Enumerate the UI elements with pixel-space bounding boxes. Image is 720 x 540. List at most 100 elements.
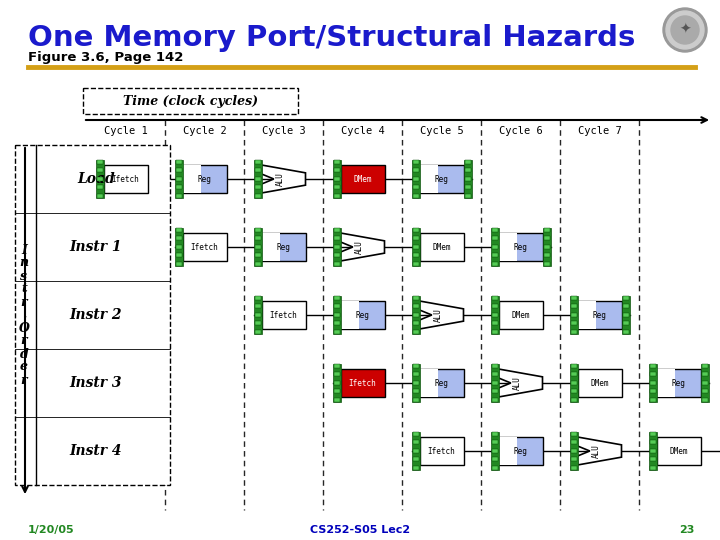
Bar [176, 177, 181, 181]
Bar [413, 262, 418, 266]
Text: DMem: DMem [354, 174, 372, 184]
Bar [254, 305, 261, 308]
Bar [490, 432, 498, 470]
Bar [492, 330, 498, 334]
Bar [490, 228, 498, 266]
Bar [412, 432, 420, 470]
Polygon shape [341, 233, 384, 261]
Bar [570, 466, 577, 470]
Bar [253, 228, 261, 266]
Text: Reg: Reg [356, 310, 369, 320]
Bar [544, 245, 549, 249]
Bar [15, 145, 170, 485]
Bar [701, 373, 708, 376]
Bar [623, 321, 629, 325]
Text: Figure 3.6, Page 142: Figure 3.6, Page 142 [28, 51, 184, 64]
Text: Cycle 4: Cycle 4 [341, 126, 384, 136]
Bar [492, 449, 498, 453]
Bar [413, 432, 418, 436]
Bar [492, 321, 498, 325]
Text: ✦: ✦ [679, 23, 690, 37]
Bar [649, 432, 655, 436]
Bar [254, 177, 261, 181]
Bar [623, 313, 629, 316]
Bar [96, 177, 102, 181]
Bar [333, 160, 341, 198]
Polygon shape [498, 369, 542, 397]
Bar [570, 381, 577, 384]
Bar [570, 441, 577, 444]
Bar [96, 185, 102, 189]
Text: ALU: ALU [433, 308, 443, 322]
Bar [420, 369, 438, 397]
Bar [492, 466, 498, 470]
Circle shape [663, 8, 707, 52]
Bar [333, 228, 340, 232]
Bar [176, 245, 181, 249]
Bar [492, 296, 498, 300]
Bar [492, 389, 498, 393]
Bar [413, 228, 418, 232]
Bar [649, 381, 655, 384]
Bar [254, 228, 261, 232]
Bar [490, 296, 498, 334]
Bar [413, 168, 418, 172]
Bar [464, 160, 472, 198]
Bar [542, 228, 551, 266]
Bar [341, 369, 384, 397]
Bar [333, 177, 340, 181]
Bar [413, 449, 418, 453]
Text: Ifetch: Ifetch [269, 310, 297, 320]
Bar [570, 432, 577, 436]
Text: Reg: Reg [513, 447, 528, 456]
Text: Cycle 6: Cycle 6 [499, 126, 542, 136]
Bar [492, 253, 498, 257]
Bar [701, 364, 708, 402]
Bar [254, 262, 261, 266]
Bar [333, 168, 340, 172]
Bar [333, 194, 340, 198]
Polygon shape [577, 437, 621, 465]
Text: Cycle 5: Cycle 5 [420, 126, 464, 136]
Bar [420, 369, 464, 397]
Bar [413, 330, 418, 334]
Bar [341, 301, 384, 329]
Bar [464, 168, 470, 172]
Bar [570, 373, 577, 376]
Bar [649, 398, 655, 402]
Bar [182, 165, 201, 193]
Bar [413, 457, 418, 461]
Bar [96, 194, 102, 198]
Bar [498, 437, 542, 465]
Text: ALU: ALU [513, 376, 521, 390]
Bar [333, 373, 340, 376]
Bar [254, 168, 261, 172]
Polygon shape [261, 165, 305, 193]
Text: 23: 23 [680, 525, 695, 535]
Bar [176, 160, 181, 164]
Bar [498, 233, 542, 261]
Bar [413, 194, 418, 198]
Bar [544, 228, 549, 232]
Bar [254, 321, 261, 325]
Text: I
n
s
t
r
.
O
r
d
e
r: I n s t r . O r d e r [19, 244, 30, 387]
Bar [577, 301, 621, 329]
Bar [570, 364, 577, 368]
Bar [492, 245, 498, 249]
Bar [570, 364, 577, 402]
Bar [333, 237, 340, 240]
Bar [412, 228, 420, 266]
Bar [333, 296, 340, 300]
Text: Instr 4: Instr 4 [70, 444, 122, 458]
Bar [492, 237, 498, 240]
Bar [544, 262, 549, 266]
Bar [261, 301, 305, 329]
Bar [649, 432, 657, 470]
Bar [253, 160, 261, 198]
Bar [333, 253, 340, 257]
Text: Ifetch: Ifetch [348, 379, 377, 388]
Bar [333, 364, 341, 402]
Bar [413, 466, 418, 470]
Bar [333, 245, 340, 249]
Bar [254, 313, 261, 316]
